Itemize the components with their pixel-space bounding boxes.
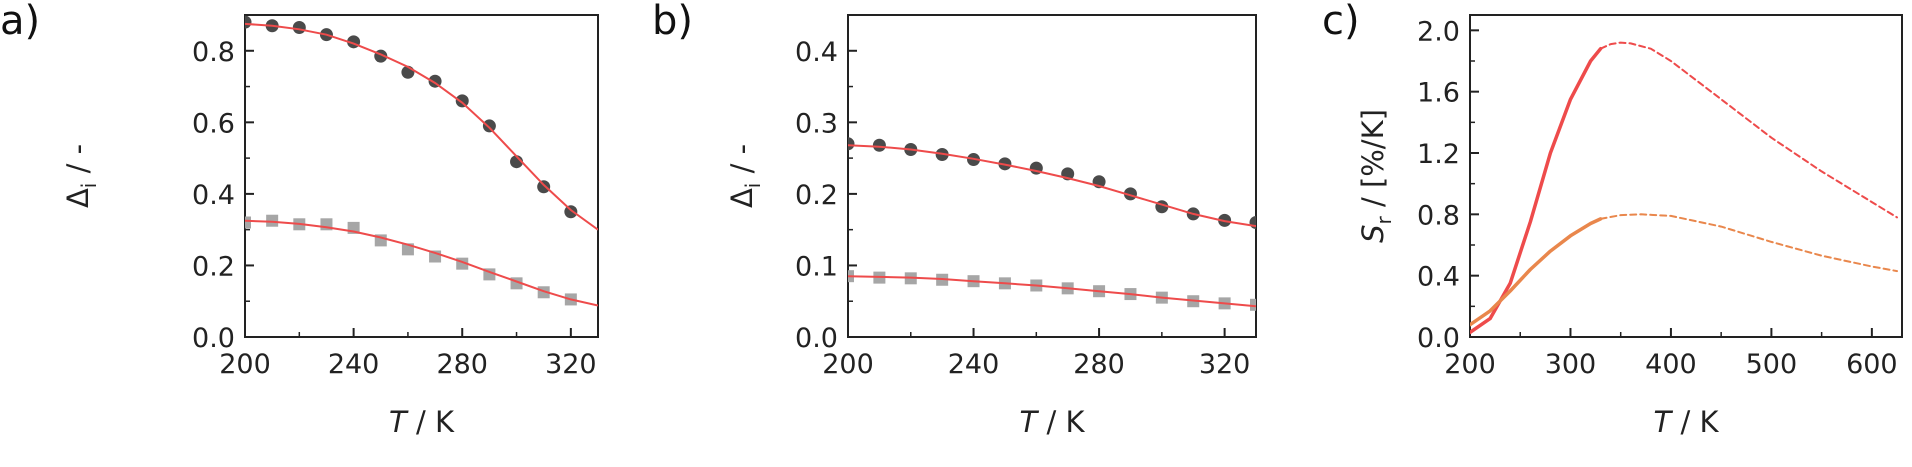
data-point-circle: [537, 180, 551, 194]
x-tick-label: 500: [1746, 349, 1798, 380]
x-tick-label: 240: [328, 349, 380, 380]
data-point-circle: [455, 94, 469, 108]
data-point-circle: [848, 137, 855, 151]
data-point-circle: [1249, 216, 1256, 230]
x-tick-label: 200: [1444, 349, 1496, 380]
y-tick-label: 0.0: [1417, 323, 1460, 354]
fit-line: [245, 22, 598, 231]
y-tick-label: 0.6: [192, 108, 235, 139]
y-tick-label: 0.0: [192, 323, 235, 354]
data-point-square: [245, 216, 251, 229]
y-tick-label: 1.2: [1417, 139, 1460, 170]
plot-frame: [1469, 14, 1903, 338]
series-line: [1470, 217, 1603, 327]
chart-panel-3: 200 300 400 500 600 0.0 0.4 0.8 1.2 1.6 2.0 T / K Sr…: [1322, 0, 1903, 439]
x-tick-label: 320: [1199, 349, 1251, 380]
chart-panel-1: 200 240 280 320 0.0 0.2 0.4 0.6 0.8 T / K Δi / - a): [0, 0, 599, 439]
fit-line: [848, 275, 1256, 308]
series-line-dashed: [1599, 41, 1898, 219]
data-point-square: [266, 214, 279, 227]
y-tick-label: 2.0: [1417, 16, 1460, 47]
plot-frame: [244, 14, 599, 338]
y-tick-label: 0.8: [1417, 200, 1460, 231]
data-point-circle: [245, 15, 252, 29]
x-axis-label: T / K: [1654, 405, 1720, 439]
y-axis-label: Δi / -: [725, 144, 765, 208]
plot-area: [1470, 41, 1898, 335]
data-point-circle: [564, 205, 578, 219]
plot-area: [848, 137, 1256, 311]
y-tick-label: 0.8: [192, 37, 235, 68]
series-line-dashed: [1599, 213, 1898, 273]
panel-label: c): [1322, 0, 1360, 44]
x-tick-label: 400: [1645, 349, 1697, 380]
fit-line: [245, 219, 598, 307]
data-point-square: [1250, 298, 1256, 311]
plot-area: [245, 15, 598, 307]
y-tick-label: 1.6: [1417, 78, 1460, 109]
chart-panel-2: 200 240 280 320 0.0 0.1 0.2 0.3 0.4 T / K Δi / - b): [652, 0, 1257, 439]
fit-line: [848, 144, 1256, 228]
data-point-circle: [292, 21, 306, 35]
data-point-circle: [872, 138, 886, 152]
plot-frame: [847, 14, 1257, 338]
y-axis-label: Sr / [%/K]: [1356, 109, 1396, 243]
x-tick-label: 600: [1846, 349, 1898, 380]
panel-label: a): [0, 0, 40, 44]
y-tick-label: 0.2: [192, 251, 235, 282]
y-tick-label: 0.4: [795, 37, 838, 68]
x-tick-label: 300: [1545, 349, 1597, 380]
x-tick-label: 200: [219, 349, 271, 380]
y-tick-label: 0.4: [192, 180, 235, 211]
x-tick-label: 240: [948, 349, 1000, 380]
y-axis-label: Δi / -: [61, 144, 101, 208]
y-tick-label: 0.3: [795, 108, 838, 139]
x-tick-label: 280: [1073, 349, 1125, 380]
x-axis-label: T / K: [1020, 405, 1086, 439]
x-tick-label: 200: [822, 349, 874, 380]
y-tick-label: 0.1: [795, 251, 838, 282]
panel-label: b): [652, 0, 693, 44]
y-tick-label: 0.2: [795, 180, 838, 211]
x-axis-label: T / K: [389, 405, 455, 439]
y-tick-label: 0.4: [1417, 262, 1460, 293]
x-tick-label: 320: [545, 349, 597, 380]
data-point-circle: [482, 119, 496, 133]
y-tick-label: 0.0: [795, 323, 838, 354]
series-line: [1470, 46, 1603, 335]
x-tick-label: 280: [436, 349, 488, 380]
